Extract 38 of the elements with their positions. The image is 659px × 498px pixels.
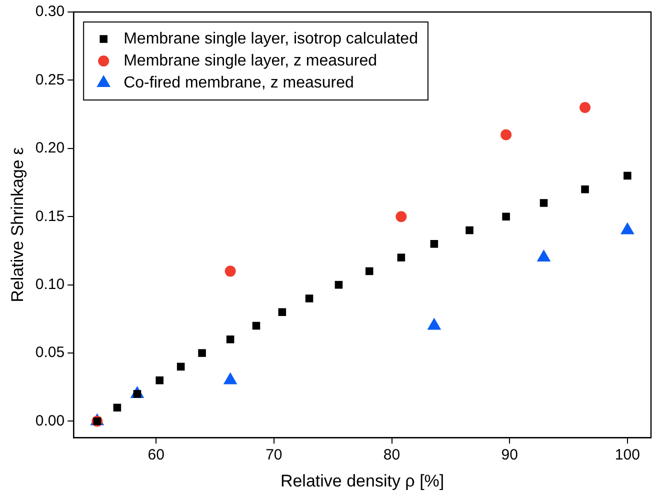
point — [156, 376, 164, 384]
y-tick-label: 0.00 — [35, 412, 65, 430]
point — [540, 199, 548, 207]
legend-label: Membrane single layer, isotrop calculated — [124, 30, 418, 48]
x-tick-label: 70 — [266, 446, 282, 464]
point — [176, 362, 185, 371]
legend-label: Membrane single layer, z measured — [124, 52, 378, 70]
y-tick-label: 0.30 — [35, 3, 65, 20]
point — [430, 240, 438, 248]
point — [466, 226, 474, 234]
x-tick-label: 100 — [614, 446, 640, 464]
point — [624, 172, 632, 180]
point — [278, 308, 286, 316]
point — [502, 212, 510, 221]
x-axis-title: Relative density ρ [%] — [280, 471, 444, 490]
point — [396, 211, 407, 222]
point — [397, 254, 406, 262]
y-tick-label: 0.20 — [35, 140, 65, 157]
y-tick-label: 0.10 — [35, 276, 65, 293]
y-tick-label: 0.05 — [35, 344, 65, 362]
point — [224, 266, 236, 277]
point — [113, 404, 122, 412]
legend-label: Co-fired membrane, z measured — [124, 74, 354, 92]
y-tick-label: 0.15 — [35, 208, 65, 225]
point — [365, 267, 374, 276]
point — [581, 185, 589, 194]
point — [334, 280, 343, 289]
point — [198, 349, 206, 357]
point — [305, 294, 314, 302]
x-tick-label: 60 — [148, 446, 164, 464]
point — [580, 102, 591, 113]
y-axis-title: Relative Shrinkage ε — [8, 146, 27, 302]
point — [226, 335, 234, 344]
y-tick-label: 0.25 — [35, 71, 65, 88]
point — [252, 322, 260, 330]
point — [500, 129, 512, 140]
x-tick-label: 90 — [501, 446, 518, 464]
x-tick-label: 80 — [383, 446, 400, 464]
